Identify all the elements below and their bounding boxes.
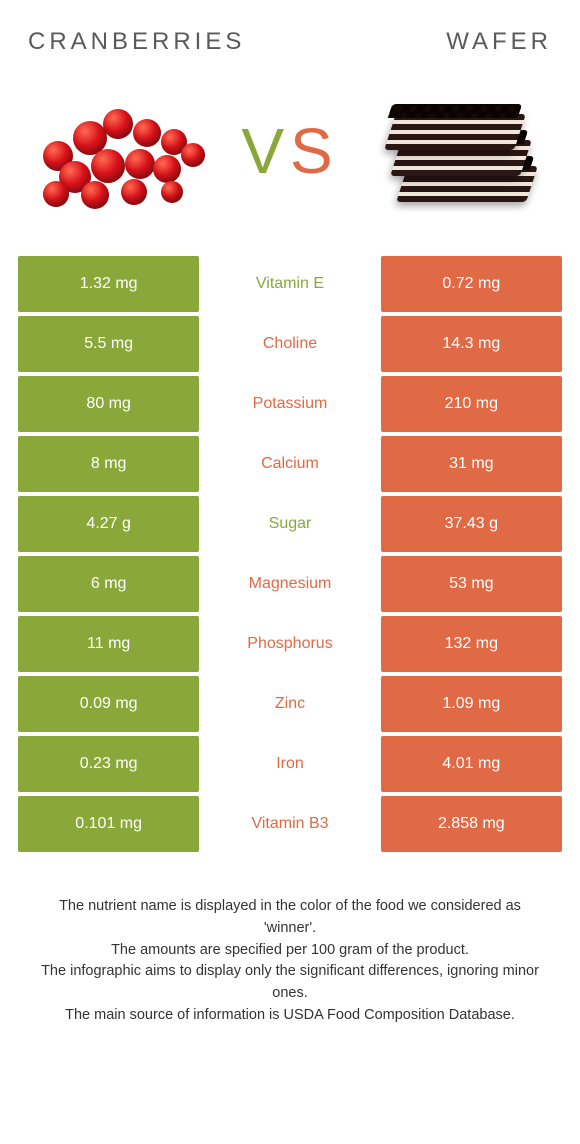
table-row: 80 mgPotassium210 mg: [18, 376, 562, 432]
left-value: 80 mg: [18, 376, 199, 432]
nutrient-label: Vitamin B3: [199, 796, 380, 852]
left-value: 0.09 mg: [18, 676, 199, 732]
left-value: 0.101 mg: [18, 796, 199, 852]
vs-label: VS: [241, 114, 338, 188]
right-value: 37.43 g: [381, 496, 562, 552]
nutrient-label: Iron: [199, 736, 380, 792]
comparison-table: 1.32 mgVitamin E0.72 mg5.5 mgCholine14.3…: [18, 256, 562, 852]
footer-line: The amounts are specified per 100 gram o…: [38, 940, 542, 962]
footer-line: The nutrient name is displayed in the co…: [38, 896, 542, 940]
nutrient-label: Magnesium: [199, 556, 380, 612]
right-value: 0.72 mg: [381, 256, 562, 312]
left-value: 1.32 mg: [18, 256, 199, 312]
nutrient-label: Vitamin E: [199, 256, 380, 312]
left-value: 6 mg: [18, 556, 199, 612]
nutrient-label: Phosphorus: [199, 616, 380, 672]
nutrient-label: Potassium: [199, 376, 380, 432]
left-value: 11 mg: [18, 616, 199, 672]
vs-v: V: [241, 115, 290, 187]
nutrient-label: Sugar: [199, 496, 380, 552]
table-row: 11 mgPhosphorus132 mg: [18, 616, 562, 672]
headings: CRANBERRIES WAFER: [18, 0, 562, 76]
right-value: 53 mg: [381, 556, 562, 612]
left-value: 5.5 mg: [18, 316, 199, 372]
right-value: 1.09 mg: [381, 676, 562, 732]
heading-right: WAFER: [446, 28, 552, 56]
vs-s: S: [290, 115, 339, 187]
left-value: 0.23 mg: [18, 736, 199, 792]
nutrient-label: Calcium: [199, 436, 380, 492]
nutrient-label: Zinc: [199, 676, 380, 732]
right-value: 2.858 mg: [381, 796, 562, 852]
nutrient-label: Choline: [199, 316, 380, 372]
right-value: 31 mg: [381, 436, 562, 492]
table-row: 0.09 mgZinc1.09 mg: [18, 676, 562, 732]
table-row: 0.23 mgIron4.01 mg: [18, 736, 562, 792]
footer-line: The infographic aims to display only the…: [38, 961, 542, 1005]
table-row: 5.5 mgCholine14.3 mg: [18, 316, 562, 372]
right-value: 4.01 mg: [381, 736, 562, 792]
table-row: 1.32 mgVitamin E0.72 mg: [18, 256, 562, 312]
table-row: 8 mgCalcium31 mg: [18, 436, 562, 492]
right-value: 210 mg: [381, 376, 562, 432]
hero-row: VS: [18, 76, 562, 256]
left-value: 4.27 g: [18, 496, 199, 552]
table-row: 6 mgMagnesium53 mg: [18, 556, 562, 612]
footer-line: The main source of information is USDA F…: [38, 1005, 542, 1027]
footer-notes: The nutrient name is displayed in the co…: [18, 856, 562, 1027]
right-value: 132 mg: [381, 616, 562, 672]
left-value: 8 mg: [18, 436, 199, 492]
cranberries-image: [28, 86, 208, 216]
wafer-image: [372, 86, 552, 216]
table-row: 4.27 gSugar37.43 g: [18, 496, 562, 552]
right-value: 14.3 mg: [381, 316, 562, 372]
table-row: 0.101 mgVitamin B32.858 mg: [18, 796, 562, 852]
heading-left: CRANBERRIES: [28, 28, 245, 56]
